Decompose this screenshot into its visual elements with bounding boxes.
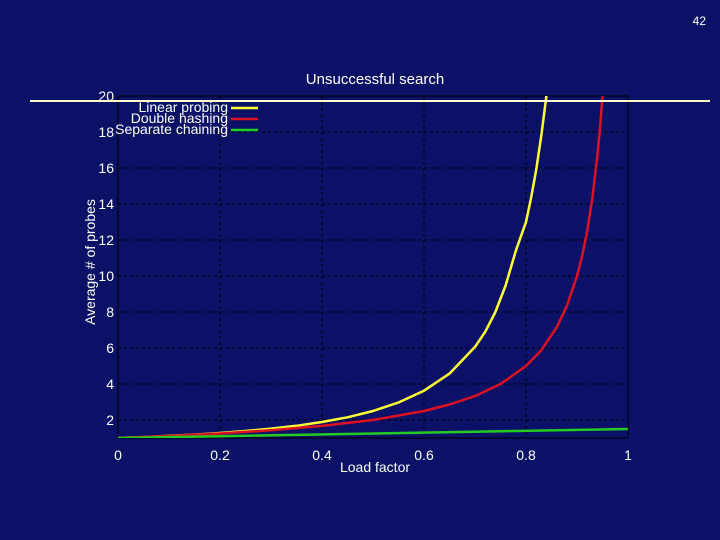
legend-label: Double hashing bbox=[131, 110, 228, 126]
series-line bbox=[118, 96, 604, 438]
y-tick-label: 18 bbox=[98, 124, 114, 140]
legend-label: Separate chaining bbox=[115, 121, 228, 137]
x-tick-label: 0.2 bbox=[210, 447, 230, 463]
y-tick-label: 16 bbox=[98, 160, 114, 176]
series bbox=[118, 96, 628, 438]
y-tick-label: 14 bbox=[98, 196, 114, 212]
y-tick-label: 8 bbox=[106, 304, 114, 320]
y-tick-label: 2 bbox=[106, 412, 114, 428]
y-tick-label: 4 bbox=[106, 376, 114, 392]
x-tick-label: 1 bbox=[624, 447, 632, 463]
x-tick-label: 0 bbox=[114, 447, 122, 463]
x-tick-label: 0.4 bbox=[312, 447, 332, 463]
y-tick-label: 12 bbox=[98, 232, 114, 248]
slide-number: 42 bbox=[692, 14, 706, 28]
x-axis-label: Load factor bbox=[340, 459, 410, 475]
x-tick-label: 0.8 bbox=[516, 447, 536, 463]
chart-title: Unsuccessful search bbox=[306, 71, 444, 88]
plot-frame bbox=[117, 95, 629, 439]
grid bbox=[117, 95, 629, 438]
y-tick-label: 6 bbox=[106, 340, 114, 356]
y-axis-label: Average # of probes bbox=[82, 199, 98, 325]
y-tick-label: 10 bbox=[98, 268, 114, 284]
series-line bbox=[118, 427, 628, 438]
x-tick-label: 0.6 bbox=[414, 447, 434, 463]
legend-label: Linear probing bbox=[138, 99, 228, 115]
